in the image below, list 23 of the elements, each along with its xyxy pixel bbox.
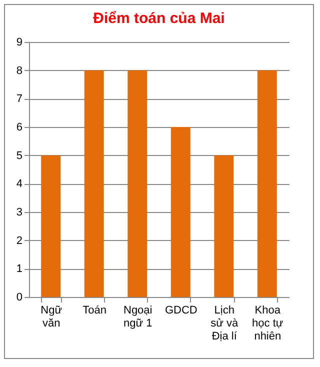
bar (128, 70, 148, 297)
bar (84, 70, 104, 297)
y-tick-label: 1 (16, 263, 22, 276)
y-tick-label: 0 (16, 292, 22, 304)
x-tick-label: Toán (82, 304, 107, 316)
y-tick-label: 9 (16, 36, 22, 48)
bar (41, 155, 61, 297)
x-tick-label: Khoa học tự nhiên (252, 304, 284, 342)
y-tick-label: 2 (16, 234, 22, 247)
bar (170, 127, 190, 297)
x-tick-label: Lịch sử và Địa lí (210, 304, 240, 342)
y-tick-label: 7 (16, 93, 22, 106)
y-tick-label: 8 (16, 64, 22, 77)
x-tick-label: Ngoại ngữ 1 (123, 304, 152, 330)
y-tick-label: 4 (16, 178, 22, 190)
x-tick-label: Ngữ văn (40, 304, 63, 330)
y-tick-label: 3 (16, 206, 22, 218)
x-tick-label: GDCD (164, 304, 198, 316)
chart-title: Điểm toán của Mai (93, 10, 225, 27)
y-tick-label: 5 (16, 150, 22, 162)
bar (214, 155, 234, 297)
y-tick-label: 6 (16, 122, 22, 134)
bar (257, 70, 277, 297)
